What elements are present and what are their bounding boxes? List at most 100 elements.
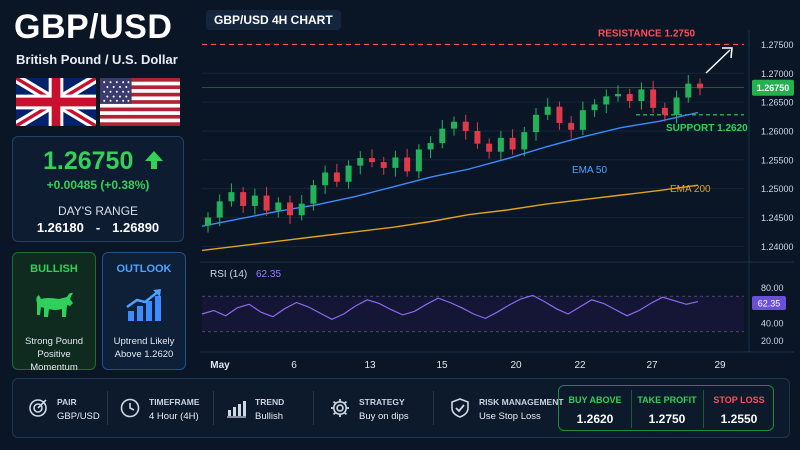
buy-above-value: 1.2620 <box>576 412 614 426</box>
price-chart: 1.27500 1.27000 1.26500 1.26000 1.25500 1.250… <box>200 28 794 371</box>
bullish-text: Strong Pound Positive Momentum <box>13 335 95 374</box>
rsi-value-tag-label: 62.35 <box>758 299 781 309</box>
candle <box>415 149 422 172</box>
current-price-tag <box>752 79 794 96</box>
y-tick-label: 1.27500 <box>761 40 794 50</box>
shield-check-icon <box>451 398 469 418</box>
rsi-value-tag <box>752 296 786 311</box>
pair-subtitle: British Pound / U.S. Dollar <box>16 52 178 67</box>
gear-icon <box>331 399 349 417</box>
stop-loss-label: STOP LOSS <box>713 395 765 405</box>
candle <box>615 94 621 97</box>
chart-title: GBP/USD 4H CHART <box>206 10 341 30</box>
target-icon <box>29 399 47 417</box>
info-value: 4 Hour (4H) <box>149 411 199 422</box>
candle <box>568 122 575 130</box>
outlook-line1: Uptrend Likely <box>113 336 175 347</box>
candle <box>497 137 504 152</box>
bullish-line2: Positive Momentum <box>30 349 78 373</box>
us-flag-icon <box>100 78 180 126</box>
candle <box>333 172 340 182</box>
candle <box>509 137 516 150</box>
outlook-text: Uptrend Likely Above 1.2620 <box>103 335 185 361</box>
divider <box>631 390 632 428</box>
divider <box>213 391 214 425</box>
candle <box>603 96 610 105</box>
price-card: 1.26750 +0.00485 (+0.38%) DAY'S RANGE 1.… <box>12 136 184 242</box>
divider <box>313 391 314 425</box>
info-label: RISK MANAGEMENT <box>479 397 564 407</box>
y-tick-label: 1.25500 <box>761 155 794 165</box>
divider <box>107 391 108 425</box>
take-profit-label: TAKE PROFIT <box>637 395 697 405</box>
current-price-tag-label: 1.26750 <box>757 83 790 93</box>
info-label: TREND <box>255 397 285 407</box>
current-price: 1.26750 <box>43 147 134 175</box>
candle <box>556 106 563 123</box>
candle <box>369 158 375 163</box>
rsi-value: 62.35 <box>256 269 281 280</box>
candle <box>544 106 551 115</box>
range-dash: - <box>95 220 101 235</box>
x-tick-label: 27 <box>646 360 658 371</box>
range-high: 1.26890 <box>112 220 160 235</box>
candle <box>228 192 235 202</box>
candle <box>322 172 329 186</box>
up-arrow-icon <box>145 151 163 169</box>
x-tick-label: 29 <box>714 360 726 371</box>
candle <box>380 162 387 168</box>
candle <box>275 202 282 211</box>
buy-above: BUY ABOVE 1.2620 <box>559 386 631 430</box>
bull-icon <box>36 292 73 317</box>
candle <box>579 110 586 130</box>
y-tick-label: 1.26000 <box>761 126 794 136</box>
candle <box>392 157 399 168</box>
resistance-label: RESISTANCE 1.2750 <box>598 28 696 39</box>
candle <box>486 143 493 152</box>
bullish-line1: Strong Pound <box>24 336 84 347</box>
candle <box>474 130 481 144</box>
info-label: PAIR <box>57 397 77 407</box>
candle <box>697 83 703 89</box>
ema50-label: EMA 50 <box>572 165 607 176</box>
chart-panel: 1.27500 1.27000 1.26500 1.26000 1.25500 1.250… <box>196 0 800 372</box>
y-tick-label: 1.26500 <box>761 98 794 108</box>
rsi-line <box>201 294 699 320</box>
candle <box>638 89 645 101</box>
candle <box>591 104 598 111</box>
divider <box>433 391 434 425</box>
outlook-title: OUTLOOK <box>116 263 172 275</box>
candle <box>263 195 270 211</box>
y-tick-label: 1.24500 <box>761 213 794 223</box>
rsi-tick-label: 80.00 <box>761 283 784 293</box>
candle <box>451 121 457 129</box>
stop-loss: STOP LOSS 1.2550 <box>703 386 775 430</box>
candle <box>240 192 247 206</box>
info-label: STRATEGY <box>359 397 405 407</box>
candle <box>521 132 528 150</box>
ema200-line <box>201 184 699 252</box>
x-tick-label: 20 <box>510 360 522 371</box>
x-tick-label: 13 <box>364 360 376 371</box>
candle <box>310 185 317 204</box>
day-range: 1.26180-1.26890 <box>13 220 183 235</box>
pair-title: GBP/USD <box>14 8 173 46</box>
uk-flag-icon <box>16 78 96 126</box>
range-low: 1.26180 <box>36 220 84 235</box>
x-tick-label: May <box>210 360 230 371</box>
bar-chart-icon <box>227 401 246 418</box>
trade-levels: BUY ABOVE 1.2620 TAKE PROFIT 1.2750 STOP… <box>558 385 774 431</box>
candle <box>661 107 668 115</box>
stop-loss-value: 1.2550 <box>720 412 758 426</box>
info-value: Buy on dips <box>359 411 409 422</box>
candle <box>533 114 539 133</box>
info-value: GBP/USD <box>57 411 100 422</box>
info-value: Bullish <box>255 411 283 422</box>
outlook-line2: Above 1.2620 <box>114 349 174 360</box>
candle <box>205 217 211 226</box>
y-tick-label: 1.27000 <box>761 69 794 79</box>
range-label: DAY'S RANGE <box>57 204 139 218</box>
x-tick-label: 22 <box>574 360 586 371</box>
clock-icon <box>120 398 140 418</box>
candle <box>650 89 657 108</box>
